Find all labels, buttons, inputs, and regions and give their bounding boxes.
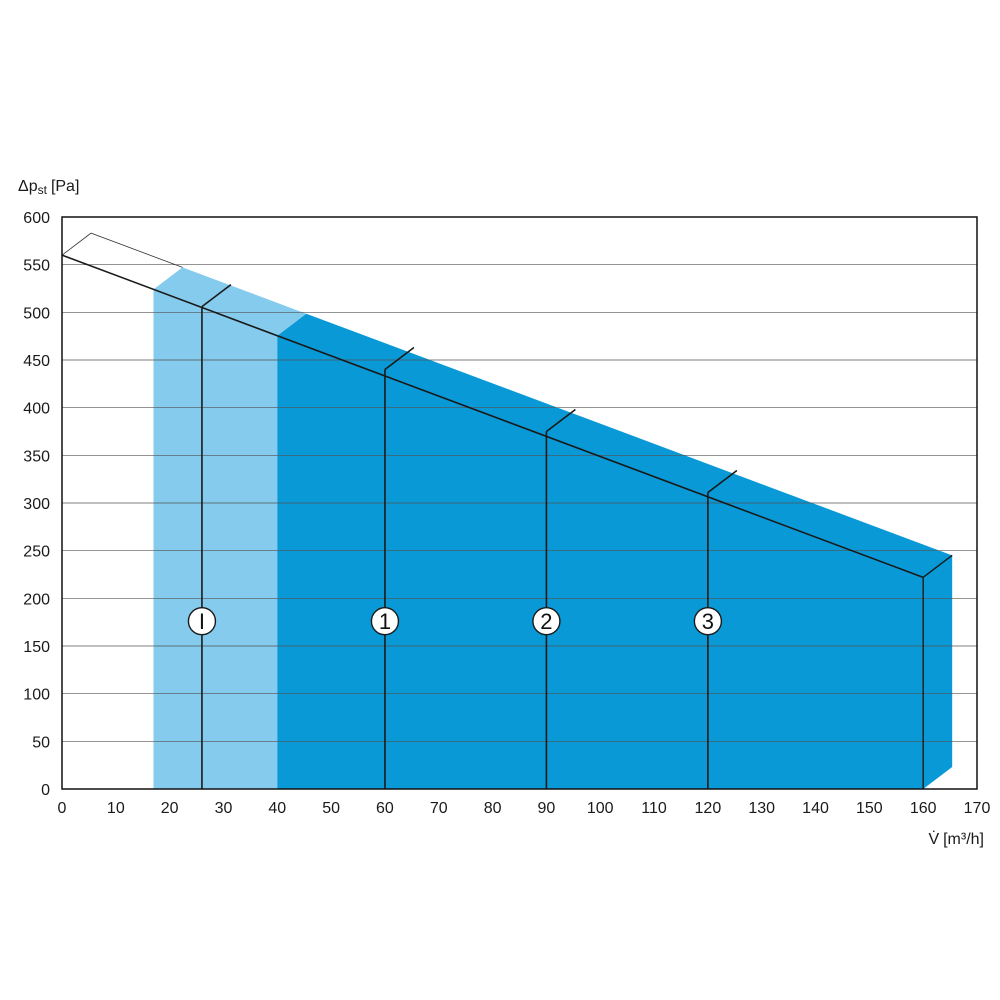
x-tick-140: 140: [802, 800, 829, 817]
speed-line-top-I: [201, 283, 232, 308]
x-tick-170: 170: [964, 800, 991, 817]
x-tick-100: 100: [587, 800, 614, 817]
speed-marker-circle-2: [532, 607, 561, 636]
x-tick-90: 90: [538, 800, 556, 817]
speed-marker-circle-1: [370, 607, 400, 636]
x-tick-70: 70: [430, 800, 448, 817]
speed-marker-label-1: 1: [379, 609, 391, 634]
x-tick-60: 60: [376, 800, 394, 817]
y-tick-50: 50: [32, 734, 50, 751]
y-axis-title: Δpst [Pa]: [18, 178, 79, 197]
speed-marker-label-I: I: [199, 609, 205, 634]
y-tick-150: 150: [23, 639, 50, 656]
dark-operating-region: [277, 313, 953, 789]
x-tick-160: 160: [910, 800, 937, 817]
x-tick-20: 20: [161, 800, 179, 817]
light-operating-region: [153, 267, 307, 790]
x-tick-130: 130: [748, 800, 775, 817]
y-tick-0: 0: [41, 782, 50, 799]
x-axis-title: V̇ [m³/h]: [928, 830, 984, 848]
y-tick-200: 200: [23, 591, 50, 608]
y-tick-labels: 0 50 100 150 200 250 300 350 400 450 500 550 600: [23, 210, 50, 799]
curve-lines: [61, 232, 953, 789]
curve-band-outline: [61, 232, 183, 268]
speed-markers: I 1 2 3: [187, 607, 723, 636]
speed-line-top-1: [384, 346, 415, 371]
x-tick-120: 120: [695, 800, 722, 817]
x-tick-80: 80: [484, 800, 502, 817]
operating-regions: [153, 267, 953, 790]
y-tick-550: 550: [23, 258, 50, 275]
x-tick-110: 110: [641, 800, 667, 817]
y-tick-600: 600: [23, 210, 50, 227]
y-tick-400: 400: [23, 401, 50, 418]
y-tick-250: 250: [23, 544, 50, 561]
y-tick-450: 450: [23, 353, 50, 370]
speed-marker-circle-3: [693, 607, 723, 636]
y-tick-300: 300: [23, 496, 50, 513]
x-tick-0: 0: [58, 800, 67, 817]
speed-marker-label-3: 3: [702, 609, 714, 634]
curve-end-edge: [922, 554, 953, 578]
x-tick-150: 150: [856, 800, 883, 817]
grid-lines: [62, 264, 977, 742]
y-tick-100: 100: [23, 687, 50, 704]
x-tick-40: 40: [268, 800, 286, 817]
x-tick-10: 10: [107, 800, 125, 817]
speed-marker-circle-I: [187, 607, 217, 636]
x-tick-labels: 0 10 20 30 40 50 60 70 80 90 100 110 120 130 140 150 160…: [58, 800, 991, 817]
plot-frame: [61, 216, 978, 790]
x-tick-50: 50: [322, 800, 340, 817]
speed-marker-label-2: 2: [540, 609, 552, 634]
y-tick-500: 500: [23, 305, 50, 322]
speed-line-top-2: [545, 408, 576, 433]
y-tick-350: 350: [23, 448, 50, 465]
fan-curve-line: [61, 254, 924, 579]
x-tick-30: 30: [215, 800, 233, 817]
speed-line-top-3: [707, 469, 738, 494]
